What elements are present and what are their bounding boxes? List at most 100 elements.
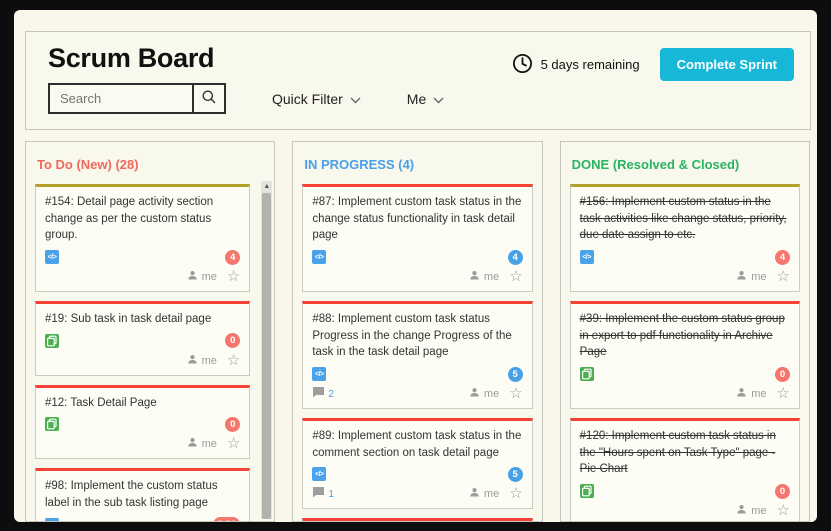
estimate-badge: 4 bbox=[507, 249, 523, 265]
assignee-label: me bbox=[201, 438, 217, 451]
column-title: To Do (New) (28) bbox=[37, 157, 139, 172]
assignee: me bbox=[736, 270, 767, 284]
quick-filter-label: Quick Filter bbox=[272, 90, 343, 107]
header-right: 5 days remaining Complete Sprint bbox=[512, 48, 794, 81]
estimate-badge: 5 bbox=[507, 366, 523, 382]
star-icon[interactable]: ☆ bbox=[776, 268, 790, 286]
star-icon[interactable]: ☆ bbox=[776, 385, 790, 403]
task-title: #89: Implement custom task status in the… bbox=[312, 430, 522, 459]
page-title: Scrum Board bbox=[48, 43, 215, 73]
search-icon bbox=[201, 89, 217, 108]
app-window: Scrum Board Quick Filter Me bbox=[14, 10, 817, 522]
task-title: #120: Implement custom task status in th… bbox=[579, 430, 776, 476]
assignee: me bbox=[736, 504, 767, 518]
person-icon bbox=[736, 387, 747, 401]
task-title: #12: Task Detail Page bbox=[45, 396, 157, 409]
task-title: #39: Implement the custom status group i… bbox=[579, 313, 785, 359]
subtask-icon bbox=[45, 417, 59, 432]
board-header: Scrum Board Quick Filter Me bbox=[25, 31, 811, 130]
sprint-time-remaining: 5 days remaining bbox=[512, 53, 640, 77]
person-icon bbox=[469, 487, 480, 501]
search-box bbox=[48, 83, 226, 114]
task-title: #156: Implement custom status in the tas… bbox=[579, 196, 787, 242]
assignee: me bbox=[187, 437, 217, 451]
star-icon[interactable]: ☆ bbox=[509, 385, 523, 403]
search-input[interactable] bbox=[50, 85, 192, 112]
task-card[interactable]: #120: Implement custom task status in th… bbox=[569, 418, 800, 521]
comments: 2 bbox=[312, 385, 334, 403]
estimate-badge: 4 bbox=[225, 249, 241, 265]
task-card[interactable]: #12: Task Detail Page 0 me ☆ bbox=[35, 384, 251, 460]
estimate-badge: 0 bbox=[225, 416, 241, 432]
cards: #156: Implement custom status in the tas… bbox=[569, 184, 800, 521]
assignee: me bbox=[736, 387, 767, 401]
task-card[interactable]: #22: Implement custom task status in the… bbox=[302, 518, 533, 521]
task-card[interactable]: #156: Implement custom status in the tas… bbox=[569, 184, 800, 293]
estimate-badge: 0 bbox=[774, 483, 790, 499]
star-icon[interactable]: ☆ bbox=[226, 351, 241, 369]
estimate-badge: 5 bbox=[507, 466, 523, 482]
cards: #87: Implement custom task status in the… bbox=[302, 184, 533, 521]
person-icon bbox=[736, 504, 747, 518]
column-title: DONE (Resolved & Closed) bbox=[571, 157, 740, 172]
comment-icon bbox=[312, 385, 325, 403]
star-icon[interactable]: ☆ bbox=[509, 485, 523, 503]
complete-sprint-button[interactable]: Complete Sprint bbox=[659, 48, 794, 81]
column-scrollbar[interactable]: ▲ bbox=[261, 181, 273, 519]
task-card[interactable]: #87: Implement custom task status in the… bbox=[302, 184, 533, 293]
code-icon: </> bbox=[579, 250, 594, 265]
board: To Do (New) (28) #154: Detail page activ… bbox=[25, 141, 810, 522]
assignee-label: me bbox=[751, 505, 767, 518]
days-remaining-label: 5 days remaining bbox=[540, 57, 640, 72]
board-column-in-progress: IN PROGRESS (4) #87: Implement custom ta… bbox=[292, 141, 543, 522]
cards: #154: Detail page activity section chang… bbox=[35, 184, 251, 521]
code-icon: </> bbox=[312, 250, 327, 265]
scroll-up-icon[interactable]: ▲ bbox=[263, 183, 271, 190]
assignee-label: me bbox=[201, 271, 217, 284]
star-icon[interactable]: ☆ bbox=[509, 268, 523, 286]
task-card[interactable]: #89: Implement custom task status in the… bbox=[302, 418, 533, 510]
task-card[interactable]: #39: Implement the custom status group i… bbox=[569, 301, 800, 410]
comment-icon bbox=[312, 485, 325, 503]
me-dropdown[interactable]: Me bbox=[407, 91, 444, 107]
star-icon[interactable]: ☆ bbox=[226, 435, 241, 453]
chevron-down-icon bbox=[350, 91, 361, 107]
subtask-icon bbox=[579, 367, 594, 382]
me-filter-label: Me bbox=[406, 90, 427, 107]
task-title: #19: Sub task in task detail page bbox=[45, 313, 212, 326]
star-icon[interactable]: ☆ bbox=[776, 502, 790, 520]
search-button[interactable] bbox=[192, 85, 224, 112]
comments: 1 bbox=[312, 485, 334, 503]
person-icon bbox=[469, 270, 480, 284]
person-icon bbox=[469, 387, 480, 401]
assignee-label: me bbox=[483, 488, 500, 501]
person-icon bbox=[187, 354, 198, 368]
clock-icon bbox=[512, 53, 533, 77]
task-title: #154: Detail page activity section chang… bbox=[45, 196, 214, 242]
star-icon[interactable]: ☆ bbox=[226, 268, 241, 286]
task-title: #98: Implement the custom status label i… bbox=[45, 480, 218, 510]
task-card[interactable]: #154: Detail page activity section chang… bbox=[35, 184, 251, 293]
task-card[interactable]: #88: Implement custom task status Progre… bbox=[302, 301, 533, 410]
quick-filter-dropdown[interactable]: Quick Filter bbox=[272, 91, 361, 107]
assignee-label: me bbox=[201, 354, 217, 367]
scrollbar-thumb[interactable] bbox=[262, 193, 272, 519]
chevron-down-icon bbox=[433, 91, 444, 107]
person-icon bbox=[736, 270, 747, 284]
person-icon bbox=[187, 270, 198, 284]
task-card[interactable]: #19: Sub task in task detail page 0 me ☆ bbox=[35, 301, 251, 376]
task-card[interactable]: #98: Implement the custom status label i… bbox=[35, 468, 251, 521]
estimate-badge: 0 bbox=[225, 333, 241, 349]
board-column-todo: To Do (New) (28) #154: Detail page activ… bbox=[25, 141, 276, 522]
code-icon: </> bbox=[45, 517, 59, 521]
estimate-badge: 0 bbox=[774, 366, 790, 382]
task-title: #88: Implement custom task status Progre… bbox=[312, 313, 512, 359]
assignee: me bbox=[187, 270, 217, 284]
filter-row: Quick Filter Me bbox=[48, 83, 444, 114]
comments-count: 1 bbox=[328, 488, 334, 500]
comments-count: 2 bbox=[328, 388, 334, 400]
assignee-label: me bbox=[483, 271, 500, 284]
assignee-label: me bbox=[483, 388, 500, 401]
person-icon bbox=[187, 437, 198, 451]
subtask-icon bbox=[45, 333, 59, 348]
